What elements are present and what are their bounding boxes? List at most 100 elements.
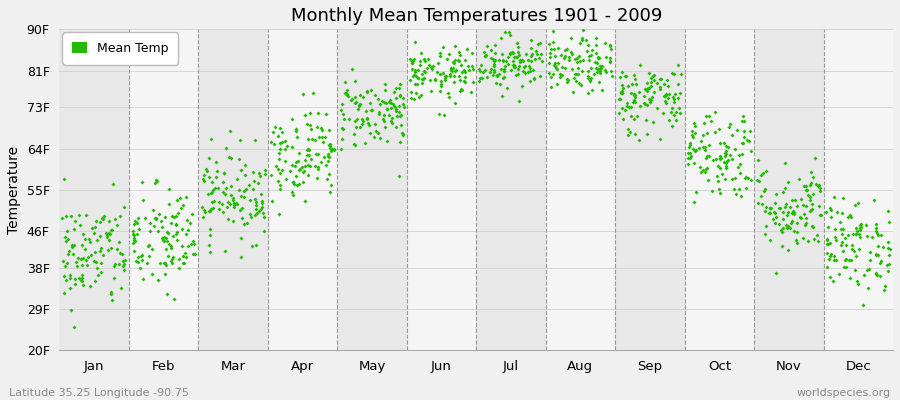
Point — [716, 140, 731, 146]
Point — [157, 234, 171, 240]
Point — [590, 55, 605, 61]
Point — [804, 169, 818, 175]
Point — [472, 75, 487, 81]
Point — [545, 70, 560, 77]
Point — [621, 83, 635, 89]
Point — [298, 198, 312, 204]
Point — [158, 260, 172, 266]
Point — [824, 214, 839, 221]
Point — [730, 127, 744, 133]
Point — [151, 228, 166, 234]
Point — [824, 207, 839, 213]
Point — [99, 230, 113, 236]
Point — [491, 57, 506, 63]
Point — [334, 146, 348, 152]
Point — [793, 214, 807, 220]
Point — [598, 54, 613, 60]
Point — [314, 134, 328, 140]
Point — [490, 80, 504, 87]
Point — [86, 258, 101, 264]
Point — [582, 57, 597, 63]
Point — [732, 186, 746, 193]
Point — [828, 226, 842, 232]
Point — [284, 144, 299, 150]
Point — [396, 95, 410, 102]
Point — [376, 116, 391, 122]
Point — [286, 181, 301, 187]
Point — [152, 260, 166, 266]
Point — [824, 251, 838, 257]
Point — [405, 65, 419, 72]
Point — [323, 145, 338, 152]
Point — [320, 176, 334, 182]
Point — [615, 88, 629, 94]
Point — [94, 214, 109, 221]
Point — [255, 200, 269, 206]
Point — [806, 224, 821, 230]
Point — [850, 228, 865, 235]
Point — [545, 39, 560, 46]
Point — [603, 58, 617, 65]
Point — [249, 202, 264, 208]
Point — [710, 172, 724, 179]
Point — [518, 62, 532, 69]
Point — [290, 182, 304, 188]
Point — [130, 258, 145, 265]
Point — [841, 232, 855, 238]
Point — [347, 141, 362, 147]
Point — [392, 109, 407, 115]
Point — [760, 204, 774, 210]
Point — [571, 71, 585, 77]
Point — [771, 205, 786, 211]
Point — [878, 282, 892, 289]
Point — [572, 80, 586, 86]
Point — [243, 197, 257, 203]
Point — [234, 254, 248, 260]
Point — [544, 74, 558, 80]
Point — [699, 113, 714, 120]
Point — [637, 92, 652, 99]
Point — [100, 234, 114, 240]
Point — [338, 79, 352, 85]
Point — [801, 238, 815, 244]
Point — [589, 50, 603, 56]
Point — [764, 205, 778, 211]
Point — [227, 200, 241, 206]
Point — [202, 155, 217, 161]
Point — [862, 257, 877, 264]
Point — [161, 253, 176, 259]
Point — [812, 203, 826, 210]
Point — [172, 256, 186, 262]
Point — [444, 65, 458, 72]
Point — [67, 324, 81, 330]
Point — [76, 255, 90, 262]
Point — [849, 231, 863, 237]
Point — [787, 211, 801, 218]
Point — [789, 240, 804, 247]
Point — [248, 212, 262, 218]
Point — [728, 191, 742, 198]
Point — [300, 152, 314, 158]
Point — [657, 81, 671, 87]
Point — [219, 144, 233, 151]
Point — [69, 263, 84, 270]
Point — [644, 94, 659, 101]
Point — [856, 301, 870, 308]
Point — [590, 69, 605, 76]
Point — [768, 200, 782, 206]
Point — [535, 58, 549, 64]
Point — [95, 252, 110, 258]
Point — [706, 157, 720, 163]
Point — [184, 211, 199, 217]
Point — [871, 243, 886, 250]
Point — [145, 271, 159, 278]
Point — [75, 275, 89, 282]
Point — [196, 207, 211, 213]
Point — [310, 123, 324, 130]
Point — [230, 201, 244, 207]
Point — [873, 273, 887, 279]
Point — [529, 48, 544, 54]
Point — [338, 89, 353, 96]
Point — [507, 64, 521, 70]
Point — [196, 178, 211, 184]
